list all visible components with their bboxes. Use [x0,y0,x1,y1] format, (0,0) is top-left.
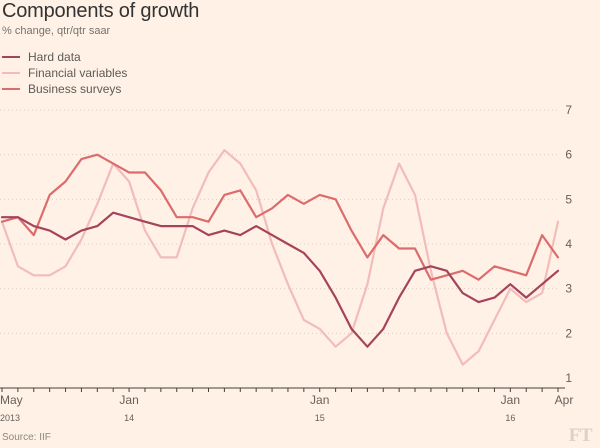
series-line-business-surveys [0,153,560,281]
y-tick-label-2: 2 [565,326,572,340]
series-line-financial-variables [0,149,560,366]
legend-swatch-business-surveys [2,88,20,90]
ft-logo: FT [568,425,593,446]
y-tick-label-6: 6 [565,148,572,162]
x-tick-label-month: Jan [501,393,520,407]
legend-item-business-surveys: Business surveys [2,81,127,97]
x-tick-label-month: May [0,393,23,407]
x-tick-label-year: 14 [124,413,134,423]
legend-swatch-financial-variables [2,72,20,74]
x-tick-label-month: Jan [310,393,329,407]
legend-label-hard-data: Hard data [28,50,81,64]
chart-title: Components of growth [2,0,200,22]
legend-item-financial-variables: Financial variables [2,65,127,81]
legend-label-business-surveys: Business surveys [28,82,122,96]
y-tick-label-4: 4 [565,237,572,251]
chart-subtitle: % change, qtr/qtr saar [2,25,111,37]
x-tick-label-year: 15 [315,413,325,423]
y-tick-label-1: 1 [565,371,572,385]
y-tick-label-5: 5 [565,192,572,206]
x-tick-label-month: Apr [555,393,574,407]
x-tick-label-year: 16 [505,413,515,423]
source-note: Source: IIF [2,432,51,443]
legend-item-hard-data: Hard data [2,49,127,65]
series-line-hard-data [0,211,560,348]
x-tick-label-month: Jan [119,393,138,407]
legend: Hard data Financial variables Business s… [2,49,127,97]
legend-label-financial-variables: Financial variables [28,66,128,80]
y-tick-label-3: 3 [565,282,572,296]
x-tick-label-year: 2013 [0,413,20,423]
y-tick-label-7: 7 [565,103,572,117]
legend-swatch-hard-data [2,56,20,58]
